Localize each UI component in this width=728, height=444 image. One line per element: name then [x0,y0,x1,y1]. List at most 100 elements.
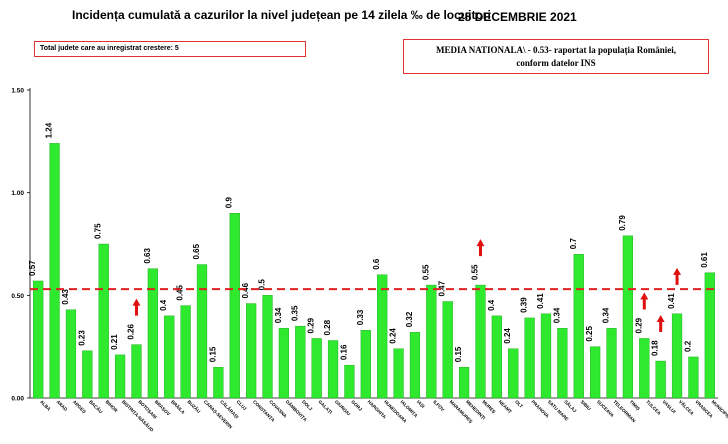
data-label: 0.41 [536,293,545,309]
category-label: ARAD [55,399,68,412]
increase-arrow-icon [476,239,485,257]
data-label: 0.16 [339,344,348,360]
category-label: GIURGIU [334,399,352,417]
data-label: 0.23 [77,330,86,346]
data-label: 0.55 [421,264,430,280]
bar [622,235,634,399]
category-label: TIMIȘ [628,399,641,412]
increase-count-box: Total judete care au inregistrat crester… [34,41,306,57]
bar [540,313,552,399]
bar [229,212,240,399]
data-label: 0.24 [389,328,398,344]
category-label: ILFOV [432,399,446,413]
bar [671,313,683,399]
bar [442,301,453,399]
category-label: BIHOR [105,399,119,413]
data-label: 0.28 [323,319,332,335]
data-label: 0.47 [438,280,447,296]
data-label: 0.6 [372,258,381,270]
data-label: 0.35 [290,305,299,321]
bar [131,344,142,399]
bar [704,272,715,399]
data-label: 0.24 [503,328,512,344]
bar [196,264,208,399]
bar [557,327,568,399]
increase-arrow-icon [640,292,649,310]
increase-arrow-icon [656,315,665,333]
bar [164,315,175,399]
category-label: BRĂILA [170,398,187,415]
bar [278,327,290,399]
bar [458,367,470,399]
category-label: BISTRIȚA-NĂSĂUD [121,398,156,433]
bar [295,325,306,399]
data-label: 0.79 [618,215,627,231]
data-label: 0.34 [552,307,561,323]
bar [65,309,77,399]
national-average-line2: conform datelor INS [516,58,596,68]
bar [33,280,44,399]
bar [377,274,388,399]
data-label: 0.2 [683,340,692,352]
data-label: 0.25 [585,326,594,342]
category-label: VÂLCEA [678,398,696,416]
data-label: 0.9 [225,197,234,209]
category-label: VASLUI [661,399,676,414]
data-label: 0.5 [258,279,267,291]
y-tick-label: 0.00 [11,396,24,403]
chart-title: Incidența cumulată a cazurilor la nivel … [72,8,491,22]
category-label: SĂLAJ [563,398,578,413]
bar [114,354,126,399]
category-label: ARGEȘ [71,399,87,415]
bar [606,327,617,399]
data-label: 0.4 [159,299,168,311]
category-label: BACĂU [88,398,104,414]
category-label: ALBA [39,399,52,412]
data-label: 0.41 [667,293,676,309]
increase-arrow-icon [673,267,682,285]
data-label: 0.29 [634,317,643,333]
chart-date: 25 DECEMBRIE 2021 [458,10,577,24]
category-label: NEAMȚ [498,399,513,414]
national-average-line1: MEDIA NATIONALA\ - 0.53- raportat la pop… [435,45,677,55]
bar [180,305,191,399]
category-label: IAȘI [415,399,426,410]
data-label: 0.7 [569,238,578,250]
data-label: 0.4 [487,299,496,311]
category-label: SIBIU [580,399,593,412]
bar [393,348,404,399]
bar [508,348,519,399]
bar [262,295,273,399]
data-label: 0.43 [61,289,70,305]
data-label: 0.75 [94,223,103,239]
category-label: BUZĂU [186,398,202,414]
bar [426,284,437,399]
bar [688,356,699,399]
data-label: 0.32 [405,311,414,327]
data-label: 0.45 [176,284,185,300]
category-label: TULCEA [645,399,662,416]
bar [475,284,486,399]
bar [655,360,666,399]
data-label: 0.18 [651,340,660,356]
bar [49,143,60,399]
bar [573,254,584,399]
category-label: CLUJ [236,399,248,411]
bar [360,330,371,399]
data-label: 0.34 [602,307,611,323]
y-tick-label: 0.50 [11,293,24,300]
bar [311,338,322,399]
category-label: MUNICIPIUL... [711,399,728,424]
data-label: 0.34 [274,307,283,323]
bar [409,332,421,399]
increase-arrow-icon [132,298,141,316]
bar [491,315,502,399]
bar [147,268,158,399]
bar [82,350,93,399]
bar [327,340,339,399]
data-label: 0.39 [520,297,529,313]
data-label: 0.55 [470,264,479,280]
bar [98,243,109,399]
